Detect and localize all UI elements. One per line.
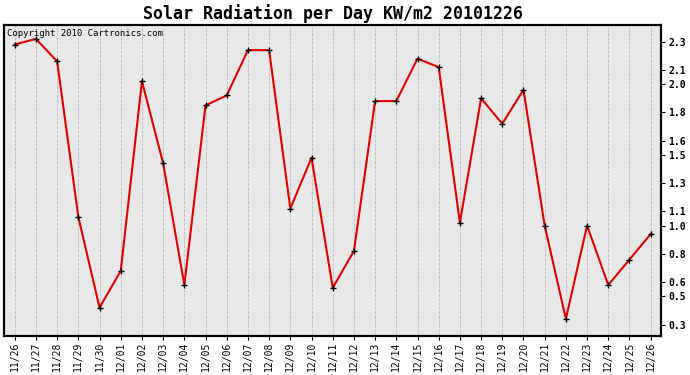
Text: Copyright 2010 Cartronics.com: Copyright 2010 Cartronics.com	[8, 29, 164, 38]
Title: Solar Radiation per Day KW/m2 20101226: Solar Radiation per Day KW/m2 20101226	[143, 4, 523, 23]
